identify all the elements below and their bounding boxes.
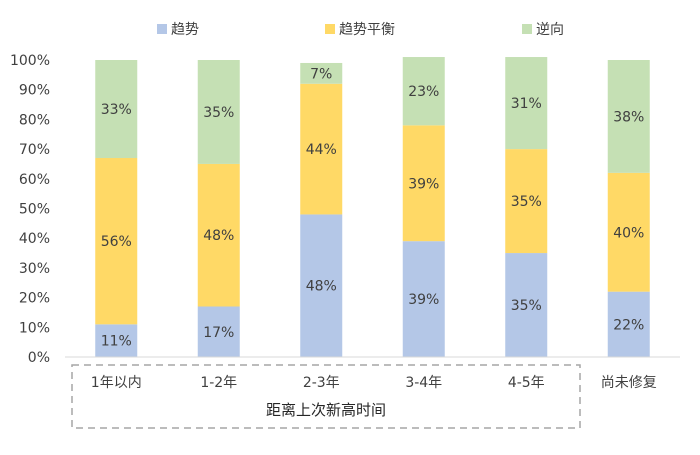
bar-segment-2 bbox=[402, 57, 445, 126]
bar-segment-1 bbox=[197, 163, 240, 307]
y-tick-label: 40% bbox=[19, 231, 50, 247]
x-tick-label: 4-5年 bbox=[508, 375, 545, 391]
data-label: 7% bbox=[310, 66, 332, 82]
bar-segment-2 bbox=[197, 60, 240, 164]
data-label: 48% bbox=[203, 228, 234, 244]
data-label: 56% bbox=[101, 234, 132, 250]
x-tick-label: 尚未修复 bbox=[601, 374, 657, 391]
data-label: 40% bbox=[613, 225, 644, 241]
bar-segment-1 bbox=[95, 158, 138, 325]
y-tick-label: 50% bbox=[19, 202, 50, 218]
bar-segment-0 bbox=[402, 241, 445, 357]
legend-swatch bbox=[157, 24, 167, 34]
bar-segment-2 bbox=[607, 60, 650, 173]
data-label: 33% bbox=[101, 102, 132, 118]
legend-label: 逆向 bbox=[536, 22, 564, 38]
data-label: 17% bbox=[203, 325, 234, 341]
x-tick-label: 3-4年 bbox=[405, 375, 442, 391]
group-label: 距离上次新高时间 bbox=[266, 401, 386, 419]
legend-label: 趋势平衡 bbox=[339, 22, 395, 38]
y-tick-label: 10% bbox=[19, 320, 50, 336]
y-tick-label: 20% bbox=[19, 291, 50, 307]
x-tick-label: 1-2年 bbox=[200, 375, 237, 391]
bar-segment-0 bbox=[95, 324, 138, 357]
bar-segment-1 bbox=[402, 125, 445, 242]
legend: 趋势 趋势平衡 逆向 bbox=[157, 22, 564, 38]
y-tick-label: 90% bbox=[19, 83, 50, 99]
bar-segment-2 bbox=[505, 57, 548, 150]
bar-segment-1 bbox=[607, 172, 650, 292]
x-tick-label: 1年以内 bbox=[91, 375, 142, 391]
y-tick-label: 70% bbox=[19, 142, 50, 158]
y-axis: 0% 10% 20% 30% 40% 50% 60% 70% 80% 90% 100% bbox=[10, 53, 50, 366]
data-label: 31% bbox=[511, 96, 542, 112]
bar-segment-1 bbox=[505, 149, 548, 254]
bar-segment-2 bbox=[95, 60, 138, 159]
data-label: 39% bbox=[408, 176, 439, 192]
data-label: 39% bbox=[408, 292, 439, 308]
data-label: 48% bbox=[306, 279, 337, 295]
group-bracket-box bbox=[71, 364, 581, 429]
data-label: 44% bbox=[306, 142, 337, 158]
plot-area: 11% 56% 33% 17% 48% 35% 48% 44% 7% 39% 39% 23% 35% 35… bbox=[95, 57, 650, 357]
bar-segment-0 bbox=[607, 291, 650, 357]
data-label: 35% bbox=[203, 105, 234, 121]
y-tick-label: 0% bbox=[28, 350, 50, 366]
y-tick-label: 30% bbox=[19, 261, 50, 277]
legend-swatch bbox=[325, 24, 335, 34]
bar-segment-1 bbox=[300, 83, 343, 215]
x-axis: 1年以内 1-2年 2-3年 3-4年 4-5年 尚未修复 bbox=[65, 356, 680, 391]
y-tick-label: 100% bbox=[10, 53, 50, 69]
bar-segment-0 bbox=[300, 214, 343, 357]
bar-segment-0 bbox=[505, 253, 548, 357]
legend-label: 趋势 bbox=[171, 22, 199, 38]
y-tick-label: 80% bbox=[19, 112, 50, 128]
data-label: 22% bbox=[613, 317, 644, 333]
data-label: 38% bbox=[613, 109, 644, 125]
data-label: 35% bbox=[511, 194, 542, 210]
data-label: 23% bbox=[408, 84, 439, 100]
y-tick-label: 60% bbox=[19, 172, 50, 188]
legend-swatch bbox=[522, 24, 532, 34]
bar-segment-2 bbox=[300, 62, 343, 84]
data-label: 35% bbox=[511, 298, 542, 314]
x-tick-label: 2-3年 bbox=[303, 375, 340, 391]
bar-segment-0 bbox=[197, 306, 240, 357]
data-label: 11% bbox=[101, 334, 132, 350]
